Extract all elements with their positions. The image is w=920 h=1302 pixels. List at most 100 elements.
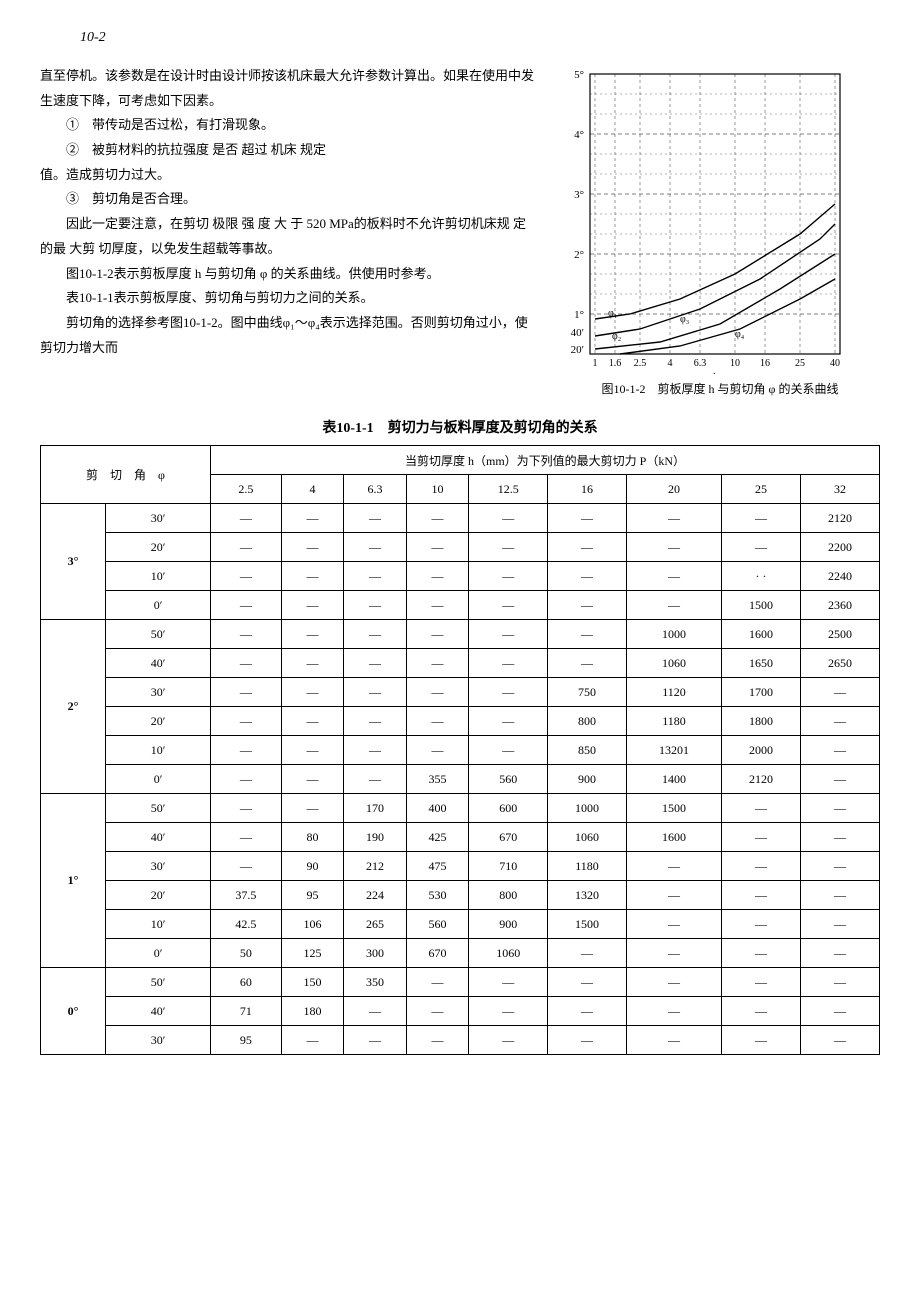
angle-minute-cell: 50′ <box>106 620 211 649</box>
value-cell: — <box>406 562 469 591</box>
angle-minute-cell: 10′ <box>106 562 211 591</box>
value-cell: — <box>344 562 407 591</box>
value-cell: — <box>548 939 627 968</box>
angle-minute-cell: 30′ <box>106 1026 211 1055</box>
value-cell: — <box>469 1026 548 1055</box>
value-cell: — <box>722 910 801 939</box>
angle-minute-cell: 20′ <box>106 881 211 910</box>
value-cell: 150 <box>281 968 344 997</box>
value-cell: — <box>344 736 407 765</box>
value-cell: — <box>344 533 407 562</box>
value-cell: — <box>469 562 548 591</box>
para-2: 因此一定要注意，在剪切 极限 强 度 大 于 520 MPa的板料时不允许剪切机… <box>40 212 540 261</box>
value-cell: — <box>800 823 879 852</box>
value-cell: — <box>211 794 282 823</box>
svg-text:20′: 20′ <box>571 344 584 356</box>
value-cell: — <box>344 997 407 1026</box>
value-cell: — <box>469 678 548 707</box>
value-cell: — <box>800 1026 879 1055</box>
value-cell: — <box>406 1026 469 1055</box>
value-cell: — <box>211 591 282 620</box>
value-cell: 1700 <box>722 678 801 707</box>
value-cell: — <box>211 678 282 707</box>
value-cell: — <box>626 968 721 997</box>
angle-minute-cell: 10′ <box>106 910 211 939</box>
page-number: 10-2 <box>80 30 880 46</box>
angle-minute-cell: 30′ <box>106 504 211 533</box>
value-cell: — <box>800 707 879 736</box>
value-cell: 850 <box>548 736 627 765</box>
svg-text:2.5: 2.5 <box>634 358 647 369</box>
angle-minute-cell: 20′ <box>106 707 211 736</box>
value-cell: 475 <box>406 852 469 881</box>
value-cell: — <box>626 533 721 562</box>
value-cell: 37.5 <box>211 881 282 910</box>
value-cell: — <box>800 881 879 910</box>
value-cell: — <box>281 533 344 562</box>
value-cell: — <box>406 533 469 562</box>
thickness-col: 2.5 <box>211 475 282 504</box>
angle-degree-cell: 3° <box>41 504 106 620</box>
value-cell: — <box>800 910 879 939</box>
value-cell: — <box>406 736 469 765</box>
value-cell: 180 <box>281 997 344 1026</box>
value-cell: — <box>722 533 801 562</box>
svg-text:φ₃: φ₃ <box>680 314 689 325</box>
value-cell: 50 <box>211 939 282 968</box>
value-cell: — <box>281 1026 344 1055</box>
value-cell: — <box>722 852 801 881</box>
svg-text:10: 10 <box>730 358 740 369</box>
value-cell: — <box>344 620 407 649</box>
angle-minute-cell: 50′ <box>106 968 211 997</box>
value-cell: — <box>722 823 801 852</box>
value-cell: — <box>281 678 344 707</box>
value-cell: — <box>800 765 879 794</box>
value-cell: — <box>211 649 282 678</box>
value-cell: — <box>800 736 879 765</box>
value-cell: — <box>800 794 879 823</box>
thickness-col: 12.5 <box>469 475 548 504</box>
value-cell: — <box>344 1026 407 1055</box>
value-cell: — <box>211 765 282 794</box>
value-cell: — <box>211 852 282 881</box>
value-cell: — <box>406 620 469 649</box>
svg-text:φ₁: φ₁ <box>608 308 617 319</box>
svg-text:2°: 2° <box>574 249 584 261</box>
value-cell: 1400 <box>626 765 721 794</box>
value-cell: — <box>469 736 548 765</box>
value-cell: 2120 <box>800 504 879 533</box>
value-cell: — <box>344 649 407 678</box>
value-cell: — <box>211 736 282 765</box>
value-cell: — <box>626 910 721 939</box>
angle-minute-cell: 30′ <box>106 678 211 707</box>
value-cell: 1600 <box>626 823 721 852</box>
value-cell: 300 <box>344 939 407 968</box>
para-5: 剪切角的选择参考图10-1-2。图中曲线φ₁～φ₄表示选择范围。否则剪切角过小，… <box>40 311 540 360</box>
value-cell: 900 <box>548 765 627 794</box>
svg-text:6.3: 6.3 <box>694 358 707 369</box>
value-cell: 355 <box>406 765 469 794</box>
value-cell: 670 <box>469 823 548 852</box>
value-cell: — <box>800 852 879 881</box>
angle-header: 剪 切 角 φ <box>41 446 211 504</box>
list-item-2: ② 被剪材料的抗拉强度 是否 超过 机床 规定 <box>40 138 540 163</box>
value-cell: 560 <box>469 765 548 794</box>
value-cell: — <box>626 997 721 1026</box>
value-cell: — <box>406 968 469 997</box>
value-cell: 212 <box>344 852 407 881</box>
value-cell: — <box>211 562 282 591</box>
value-cell: 1180 <box>626 707 721 736</box>
para-1: 直至停机。该参数是在设计时由设计师按该机床最大允许参数计算出。如果在使用中发生速… <box>40 64 540 113</box>
value-cell: 2650 <box>800 649 879 678</box>
value-cell: — <box>626 939 721 968</box>
value-cell: 90 <box>281 852 344 881</box>
value-cell: 2240 <box>800 562 879 591</box>
value-cell: — <box>281 591 344 620</box>
value-cell: — <box>211 707 282 736</box>
thickness-col: 25 <box>722 475 801 504</box>
value-cell: 1180 <box>548 852 627 881</box>
list-item-3: ③ 剪切角是否合理。 <box>40 187 540 212</box>
thickness-col: 16 <box>548 475 627 504</box>
value-cell: 400 <box>406 794 469 823</box>
chart-caption: 图10-1-2 剪板厚度 h 与剪切角 φ 的关系曲线 <box>560 380 880 397</box>
